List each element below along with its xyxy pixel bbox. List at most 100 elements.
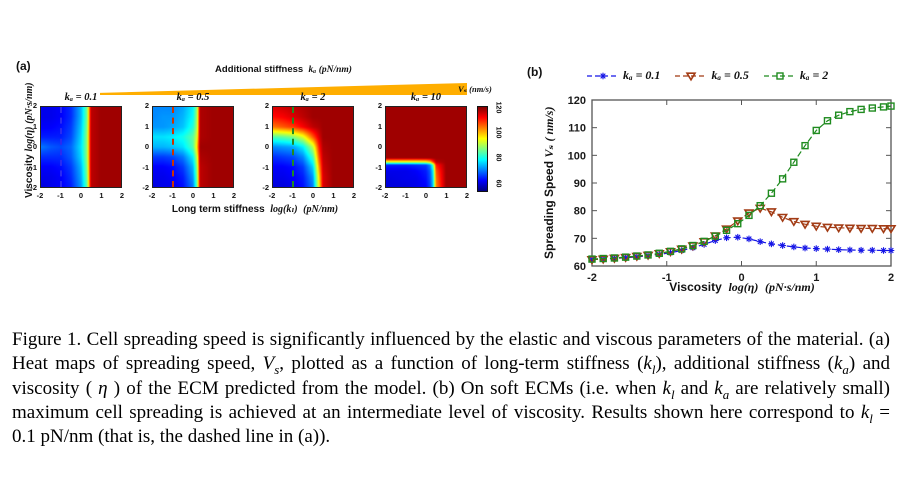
y-tick-label: 70 [574,233,586,245]
heatmap-x-tick: 0 [190,191,196,200]
plot-border [591,99,892,267]
caption-segment: a [842,362,849,378]
x-tick-label: -2 [587,272,597,284]
series-line [591,207,891,261]
caption-segment: l [670,386,675,402]
caption-segment: a [722,386,730,402]
heatmap-plot-area [152,106,234,188]
caption-segment: k [833,353,843,375]
heatmap-2: kₐ = 0.5 2 1 0 -1 -2 -2 -1 0 1 2 [142,92,236,200]
marker-square [588,255,596,263]
wedge-label-math: kₐ [308,65,317,75]
marker-square [722,226,731,235]
heatmap-y-tick: 2 [144,101,149,110]
xlabel-unit: (pN/nm) [303,204,339,215]
heatmap-x-tick: -1 [169,191,176,200]
y-tick-label: 120 [568,95,586,107]
y-tick-label: 100 [568,150,586,162]
marker-square [812,126,820,135]
legend-marker [587,72,619,79]
panel-a-label: (a) [16,59,31,73]
heatmap-y-tick: -1 [262,162,269,172]
heatmap-title: kₐ = 0.5 [176,92,210,103]
colorbar-tick: 100 [494,126,502,139]
heatmap-3: kₐ = 2 2 1 0 -1 -2 -2 -1 0 1 2 [262,92,356,200]
marker-triangle [855,224,867,234]
marker-square [879,103,888,111]
marker-square [666,247,675,256]
marker-square [610,254,619,262]
panel-b-label: (b) [527,65,543,79]
heatmap-canvas [153,107,233,187]
figure-caption: Figure 1. Cell spreading speed is signif… [12,328,890,450]
heatmap-x-tick: -2 [268,191,276,200]
marker-square [734,219,742,228]
x-tick-label: 2 [888,272,894,284]
marker-square [801,141,809,150]
marker-asterisk [757,238,763,245]
legend-item: kₐ = 0.1 [586,68,660,83]
caption-segment: , plotted as a function of long-term sti… [279,353,644,375]
heatmap-y-tick: 1 [32,121,37,131]
marker-square [823,117,832,125]
caption-segment: k [860,401,870,423]
caption-segment: k [643,353,652,375]
b-xlabel-text: Viscosity [669,280,722,294]
heatmap-plot-area [272,106,354,188]
heatmap-y-tick: -2 [375,183,382,192]
heatmap-x-tick: 2 [464,191,470,200]
marker-asterisk [824,246,831,252]
heatmap-x-tick: 2 [231,191,237,200]
legend-triangle [686,71,697,81]
colorbar-tick: 60 [494,179,502,188]
colorbar-tick: 80 [494,154,502,162]
heatmap-x-tick: -1 [402,191,409,200]
marker-asterisk [791,244,797,250]
colorbar-tick: 120 [494,101,502,113]
heatmap-x-axis-label: Long term stiffness log(kₗ) (pN/nm) [105,204,405,215]
heatmap-title: kₐ = 0.1 [64,92,98,103]
heatmap-y-tick: -2 [262,183,269,192]
heatmap-x-tick: 2 [119,191,125,200]
marker-asterisk [847,247,853,253]
heatmap-y-tick: 0 [144,142,149,151]
marker-asterisk [802,245,808,251]
marker-triangle [777,213,789,223]
marker-square [767,189,776,197]
heatmap-x-tick: 1 [331,191,336,200]
heatmap-x-tick: 0 [78,191,84,200]
x-tick-label: 1 [813,272,819,284]
marker-triangle [822,223,833,233]
marker-asterisk [835,246,842,253]
spreading-speed-plot: -2 -1 0 1 2 60 70 80 90 100 110 120 [568,95,897,284]
chart-legend: kₐ = 0.1 kₐ = 0.5 kₐ = 2 [586,68,828,83]
y-tick-label: 60 [574,261,586,273]
marker-square [621,253,630,261]
caption-segment: k [714,377,723,399]
heatmap-plot-area [40,106,122,188]
x-tick-label: -1 [662,272,672,284]
heatmap-title: kₐ = 2 [300,92,326,103]
marker-triangle [844,224,856,234]
dashed-reference-line [60,107,62,187]
marker-square [887,102,895,110]
heatmap-x-tick: 0 [423,191,429,200]
marker-square [644,251,652,259]
heatmap-x-tick: -1 [289,191,296,200]
marker-square [846,107,854,116]
caption-segment: ) of the ECM predicted from the model. (… [107,377,663,399]
line-x-axis-label: Viscosity log(η) (pN·s/nm) [592,280,892,295]
heatmap-1: kₐ = 0.1 2 1 0 -1 -2 -2 -1 0 1 2 [30,92,124,200]
additional-stiffness-label: Additional stiffness kₐ (pN/nm) [100,64,467,75]
legend-asterisk [600,72,606,79]
marker-square [756,201,764,210]
legend-label: kₐ = 0.5 [711,68,749,82]
marker-square [857,105,865,114]
marker-asterisk [813,245,819,252]
marker-asterisk [779,242,786,249]
marker-triangle [597,255,609,265]
marker-square [599,254,607,263]
legend-square [776,71,784,80]
heatmap-x-tick: 1 [99,191,104,200]
b-xlabel-math: log(η) [728,280,759,294]
